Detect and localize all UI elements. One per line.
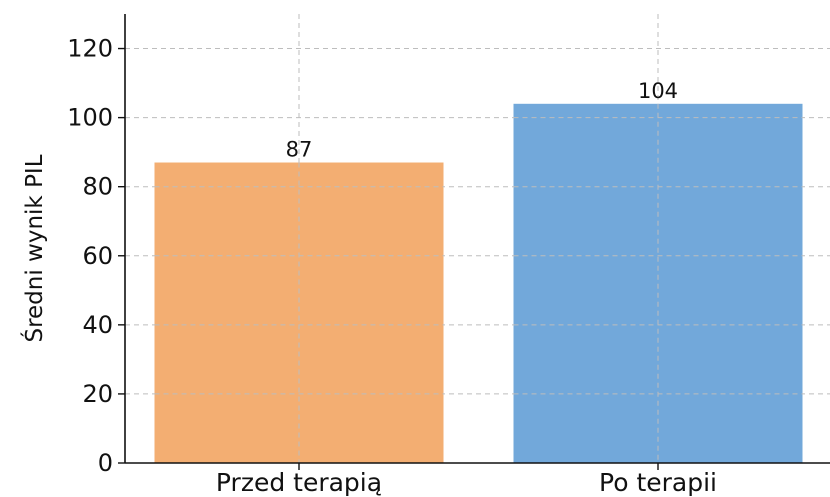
- bar-po-terapii: [513, 103, 803, 464]
- y-tick-label-120: 120: [67, 35, 113, 63]
- y-tick-label-0: 0: [98, 449, 113, 477]
- data-labels: 87 104: [286, 79, 678, 162]
- bars: [154, 103, 803, 464]
- y-tick-label-60: 60: [82, 242, 113, 270]
- axes: [124, 14, 830, 464]
- data-label-1: 104: [638, 79, 678, 103]
- data-label-0: 87: [286, 138, 313, 162]
- x-tick-label-0: Przed terapią: [216, 468, 382, 497]
- bar-przed-terapia: [154, 162, 444, 463]
- y-axis-title: Średni wynik PIL: [20, 154, 48, 342]
- y-tick-label-40: 40: [82, 311, 113, 339]
- y-tick-label-100: 100: [67, 104, 113, 132]
- x-ticks: Przed terapią Po terapii: [216, 463, 717, 497]
- y-ticks: 0 20 40 60 80 100 120: [67, 35, 125, 477]
- y-tick-label-20: 20: [82, 380, 113, 408]
- y-tick-label-80: 80: [82, 173, 113, 201]
- x-tick-label-1: Po terapii: [599, 468, 717, 497]
